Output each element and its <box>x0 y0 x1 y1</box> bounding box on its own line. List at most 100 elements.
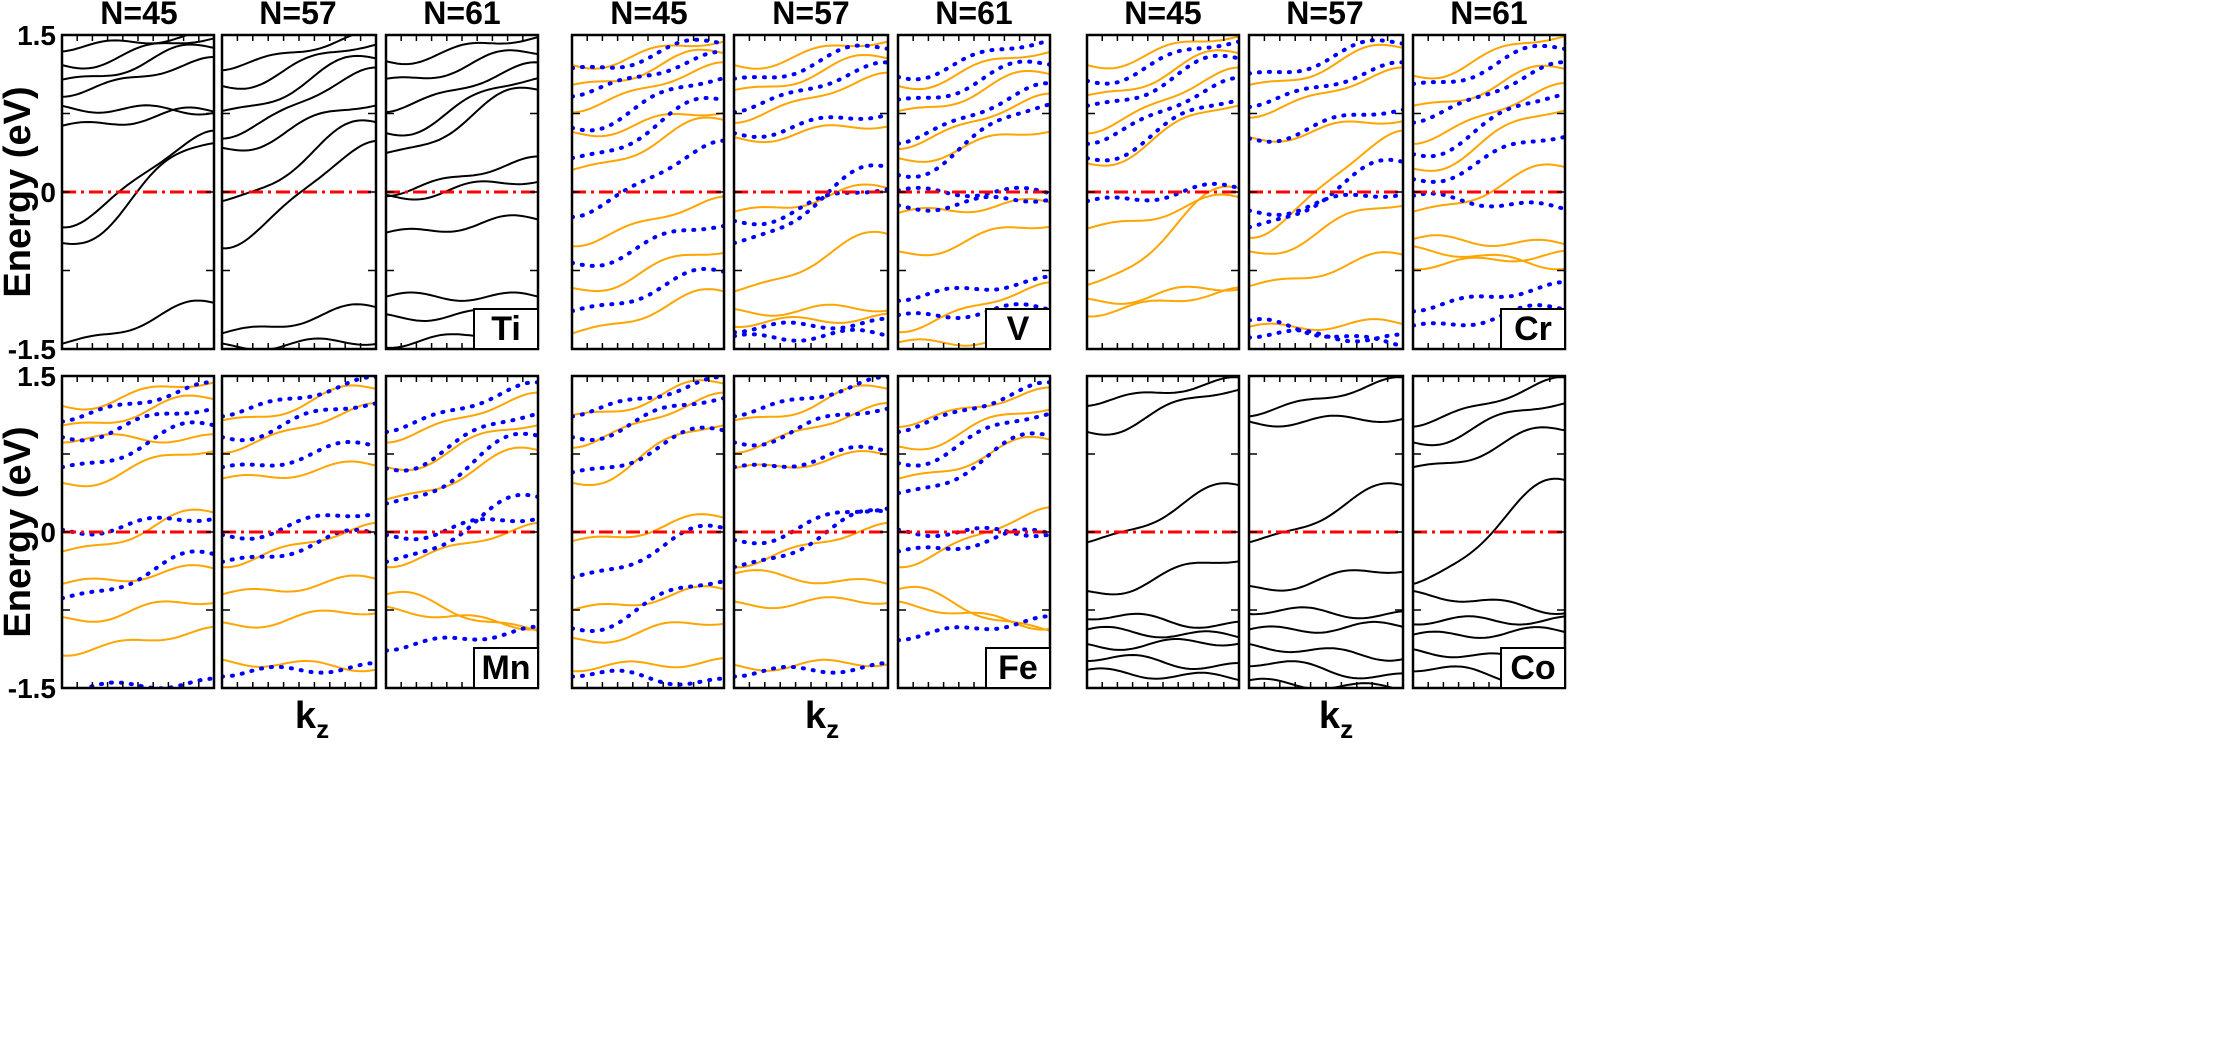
spin-up-band <box>222 521 376 569</box>
band-line <box>1087 560 1239 596</box>
spin-down-band <box>734 316 888 335</box>
spin-up-band <box>572 621 724 644</box>
spin-down-band <box>898 102 1050 180</box>
spin-down-band <box>572 425 724 475</box>
spin-down-band <box>898 411 1050 468</box>
spin-up-band <box>1413 64 1565 107</box>
spin-down-band <box>1249 60 1403 109</box>
band-line <box>62 129 214 229</box>
panel-frame <box>732 33 890 351</box>
spin-up-band <box>386 521 538 569</box>
spin-down-band <box>572 668 724 687</box>
spin-down-band <box>1413 191 1565 211</box>
spin-down-band <box>1413 303 1565 328</box>
x-axis-label: kz <box>805 695 839 744</box>
spin-up-band <box>1249 318 1403 332</box>
spin-up-band <box>386 391 538 444</box>
band-panel: Co <box>1411 374 1567 690</box>
band-panel <box>1247 374 1405 690</box>
spin-down-band <box>572 396 724 443</box>
spin-up-band <box>572 40 724 70</box>
panel-frame <box>570 374 726 690</box>
spin-up-band <box>62 450 214 488</box>
spin-down-band <box>898 59 1050 102</box>
spin-up-band <box>62 564 214 585</box>
spin-up-band <box>898 506 1050 569</box>
spin-down-band <box>898 380 1050 434</box>
band-line <box>1087 388 1239 436</box>
column-title: N=45 <box>1124 0 1201 31</box>
spin-down-band <box>62 549 214 601</box>
x-axis-subscript: z <box>826 714 839 744</box>
band-line <box>1249 620 1403 634</box>
spin-up-band <box>898 435 1050 480</box>
spin-down-band <box>1249 157 1403 230</box>
spin-up-band <box>572 424 724 486</box>
band-panel: Cr <box>1411 33 1567 351</box>
band-panel <box>1247 33 1405 351</box>
spin-down-band <box>572 376 724 419</box>
band-line <box>222 54 376 112</box>
spin-down-band <box>78 676 214 688</box>
spin-down-band <box>1413 43 1565 86</box>
panel-frame <box>384 33 540 351</box>
spin-up-band <box>1413 82 1565 145</box>
panel-frame <box>896 33 1052 351</box>
band-line <box>1413 426 1565 469</box>
band-line <box>386 61 538 114</box>
panel-frame <box>570 33 726 351</box>
element-label-box <box>1500 647 1566 689</box>
spin-down-band <box>734 406 888 448</box>
spin-up-band <box>572 657 724 673</box>
spin-down-band <box>222 401 376 443</box>
band-line <box>1249 569 1403 592</box>
spin-up-band <box>1087 49 1239 97</box>
spin-down-band <box>1413 134 1565 184</box>
spin-up-band <box>386 446 538 501</box>
spin-up-band <box>734 402 888 454</box>
spin-up-band <box>1249 129 1403 239</box>
spin-up-band <box>898 225 1050 257</box>
spin-down-band <box>572 138 724 220</box>
spin-up-band <box>222 609 376 629</box>
band-line <box>386 49 538 80</box>
spin-up-band <box>62 600 214 623</box>
band-panel: V <box>896 33 1052 351</box>
spin-down-band <box>222 439 376 470</box>
spin-up-band <box>898 130 1050 163</box>
column-title: N=57 <box>772 0 849 31</box>
spin-down-band <box>222 528 376 564</box>
spin-down-band <box>572 523 724 580</box>
spin-down-band <box>898 527 1050 554</box>
spin-down-band <box>386 411 538 473</box>
spin-up-band <box>734 384 888 422</box>
spin-down-band <box>898 194 1050 213</box>
band-line <box>1249 482 1403 544</box>
panel-frame <box>1247 33 1405 351</box>
band-line <box>386 77 538 137</box>
spin-up-band <box>1413 245 1565 271</box>
spin-down-band <box>1413 280 1565 314</box>
spin-down-band <box>572 76 724 133</box>
panel-frame <box>896 374 1052 690</box>
spin-up-band <box>62 625 214 657</box>
band-panel <box>60 374 216 690</box>
band-line <box>1413 615 1565 626</box>
element-label-box <box>985 308 1051 350</box>
band-line <box>62 35 191 53</box>
band-line <box>1087 625 1239 639</box>
panel-frame <box>1085 33 1241 351</box>
band-line <box>62 43 214 81</box>
y-axis-label: Energy (eV) <box>0 86 39 297</box>
y-tick-label: -1.5 <box>8 673 56 704</box>
spin-up-band <box>62 433 214 444</box>
band-line <box>1087 612 1239 629</box>
spin-down-band <box>898 38 1050 82</box>
spin-up-band <box>222 574 376 596</box>
band-line <box>386 180 538 201</box>
spin-down-band <box>734 444 888 470</box>
spin-down-band <box>734 661 888 679</box>
panel-frame <box>732 374 890 690</box>
spin-down-band <box>62 420 214 470</box>
spin-down-band <box>734 506 888 546</box>
